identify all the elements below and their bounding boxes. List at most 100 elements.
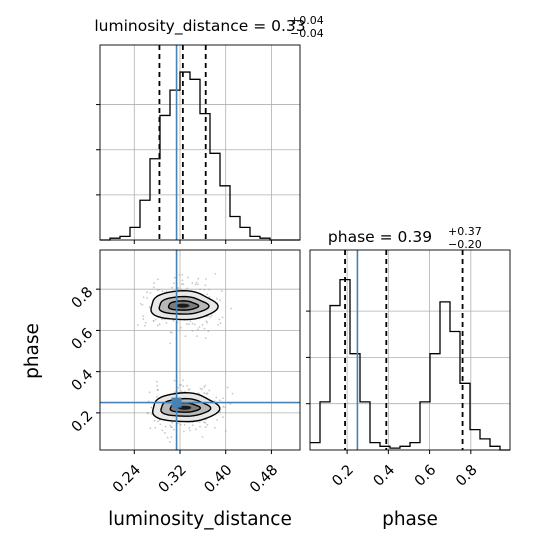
- sample-point: [186, 384, 189, 387]
- sample-point: [169, 342, 172, 345]
- sample-point: [148, 391, 151, 394]
- sample-point: [210, 314, 213, 317]
- sample-point: [148, 305, 151, 308]
- sample-point: [179, 423, 182, 426]
- sample-point: [195, 428, 197, 431]
- sample-point: [171, 421, 174, 424]
- sample-point: [142, 318, 145, 320]
- sample-point: [160, 318, 163, 320]
- sample-point: [173, 276, 176, 279]
- sample-point: [169, 441, 171, 443]
- sample-point: [199, 425, 201, 428]
- sample-point: [153, 419, 156, 422]
- sample-point: [221, 316, 224, 319]
- sample-point: [199, 387, 202, 390]
- sample-point: [204, 337, 207, 340]
- sample-point: [142, 296, 145, 299]
- sample-point: [172, 319, 175, 322]
- sample-point: [149, 292, 152, 294]
- sample-point: [180, 288, 183, 291]
- sample-point: [205, 320, 208, 323]
- joint-frame: [99, 249, 301, 451]
- sample-point: [170, 426, 173, 429]
- sample-point: [177, 286, 180, 289]
- sample-point: [156, 380, 158, 383]
- sample-point: [187, 276, 189, 279]
- sample-point: [206, 392, 209, 395]
- sample-point: [213, 426, 216, 429]
- sample-point: [158, 323, 161, 326]
- sample-point: [193, 323, 196, 326]
- sample-point: [173, 282, 175, 285]
- sample-point: [186, 287, 189, 290]
- sample-point: [224, 430, 227, 432]
- sample-point: [161, 429, 164, 432]
- sample-point: [205, 278, 207, 280]
- sample-point: [184, 335, 187, 338]
- sample-point: [222, 397, 225, 400]
- sample-point: [178, 274, 181, 276]
- x-axis-label-phase: phase: [382, 509, 438, 530]
- sample-point: [177, 386, 180, 389]
- sample-point: [222, 416, 224, 419]
- sample-point: [152, 320, 155, 322]
- sample-point: [157, 389, 159, 391]
- sample-point: [150, 406, 153, 409]
- sample-point: [189, 320, 192, 323]
- sample-point: [182, 385, 185, 388]
- sample-point: [180, 283, 183, 285]
- sample-point: [219, 322, 222, 325]
- x-axis-label-lumdist: luminosity_distance: [108, 509, 292, 530]
- sample-point: [203, 392, 206, 394]
- sample-point: [158, 288, 161, 291]
- lumdist-histogram-steps: [100, 71, 300, 241]
- sample-point: [154, 318, 157, 321]
- sample-point: [198, 421, 201, 423]
- sample-point: [180, 390, 183, 392]
- sample-point: [159, 423, 162, 426]
- sample-point: [191, 330, 194, 332]
- sample-point: [169, 424, 172, 427]
- sample-point: [204, 284, 207, 287]
- sample-point: [143, 324, 146, 327]
- sample-point: [142, 315, 145, 318]
- sample-point: [158, 419, 161, 422]
- sample-point: [197, 277, 200, 280]
- sample-point: [206, 321, 209, 324]
- truth-marker: [171, 397, 182, 408]
- sample-point: [201, 324, 204, 326]
- sample-point: [170, 436, 173, 438]
- sample-point: [203, 327, 206, 330]
- sample-point: [197, 283, 199, 286]
- sample-point: [146, 291, 148, 294]
- sample-point: [206, 423, 209, 426]
- sample-point: [164, 432, 166, 434]
- sample-point: [182, 283, 185, 286]
- lumdist-title-median: 0.33: [271, 17, 306, 35]
- sample-point: [203, 386, 206, 388]
- sample-point: [183, 430, 185, 433]
- sample-point: [230, 307, 232, 310]
- sample-point: [196, 335, 198, 338]
- sample-point: [169, 331, 172, 334]
- sample-point: [204, 426, 207, 429]
- sample-point: [204, 421, 207, 424]
- sample-point: [191, 424, 194, 427]
- phase-title-median: 0.39: [398, 228, 433, 246]
- sample-point: [220, 290, 223, 292]
- sample-point: [231, 392, 234, 395]
- sample-point: [144, 321, 147, 324]
- phase-title-name: phase: [328, 228, 375, 246]
- lumdist-title-name: luminosity_distance: [94, 17, 248, 36]
- phase-title-minus: −0.20: [448, 238, 482, 251]
- sample-point: [188, 323, 190, 325]
- sample-point: [208, 389, 211, 392]
- sample-point: [171, 286, 174, 289]
- sample-point: [178, 384, 181, 386]
- sample-point: [183, 424, 186, 426]
- sample-point: [215, 396, 218, 399]
- sample-point: [219, 411, 222, 413]
- phase-frame: [309, 249, 511, 451]
- sample-point: [204, 384, 207, 387]
- lumdist-histogram-panel: [96, 44, 301, 244]
